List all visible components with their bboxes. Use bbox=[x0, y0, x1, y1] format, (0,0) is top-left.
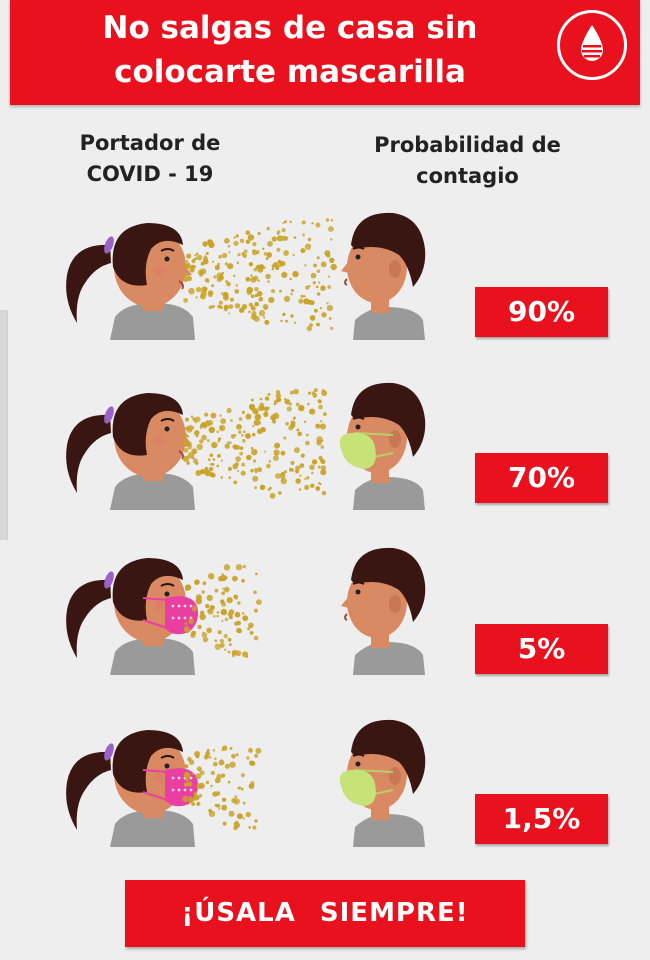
receiver-person bbox=[339, 382, 426, 510]
probability-badge: 90% bbox=[475, 287, 608, 337]
mask-strap bbox=[354, 769, 394, 773]
scenario-illustration bbox=[66, 382, 426, 510]
mouth bbox=[178, 280, 184, 290]
scenario-illustration bbox=[66, 719, 426, 847]
blood-drop-icon bbox=[581, 25, 603, 61]
scroll-edge bbox=[0, 310, 8, 540]
droplet-cloud bbox=[182, 218, 337, 332]
carrier-person bbox=[66, 558, 198, 675]
carrier-person bbox=[66, 223, 195, 340]
carrier-person bbox=[66, 393, 195, 510]
mask-strap bbox=[142, 769, 168, 773]
receiver-person bbox=[341, 547, 426, 675]
carrier-mask bbox=[165, 596, 198, 635]
receiver-person bbox=[341, 212, 426, 340]
mask-strap bbox=[354, 432, 394, 436]
mouth bbox=[344, 278, 348, 286]
probability-badge: 5% bbox=[475, 624, 608, 674]
mouth bbox=[344, 613, 348, 621]
header-banner: No salgas de casa sin colocarte mascaril… bbox=[10, 0, 640, 105]
scenario-row: 5% bbox=[0, 540, 650, 690]
receiver-person bbox=[339, 719, 426, 847]
receiver-mask bbox=[339, 769, 376, 806]
mask-strap bbox=[142, 619, 168, 629]
mask-strap bbox=[142, 791, 168, 801]
probability-badge: 70% bbox=[475, 453, 608, 503]
scenario-row: 1,5% bbox=[0, 712, 650, 862]
mouth bbox=[178, 450, 184, 460]
use-always-banner: ¡ÚSALA SIEMPRE! bbox=[125, 880, 525, 947]
droplet-cloud bbox=[183, 564, 262, 658]
droplet-cloud bbox=[182, 745, 262, 831]
probability-column-heading: Probabilidad de contagio bbox=[374, 133, 561, 188]
scenario-row: 70% bbox=[0, 375, 650, 525]
mask-strap bbox=[142, 597, 168, 601]
scenario-illustration bbox=[66, 547, 426, 675]
carrier-column-heading: Portador de COVID - 19 bbox=[79, 131, 221, 186]
probability-badge: 1,5% bbox=[475, 794, 608, 844]
page-title: No salgas de casa sin colocarte mascaril… bbox=[102, 10, 478, 90]
receiver-mask bbox=[339, 432, 376, 469]
blood-drop-logo bbox=[557, 10, 627, 80]
droplet-cloud bbox=[182, 388, 328, 499]
scenario-row: 90% bbox=[0, 205, 650, 355]
carrier-person bbox=[66, 730, 198, 847]
scenario-illustration bbox=[66, 212, 426, 340]
